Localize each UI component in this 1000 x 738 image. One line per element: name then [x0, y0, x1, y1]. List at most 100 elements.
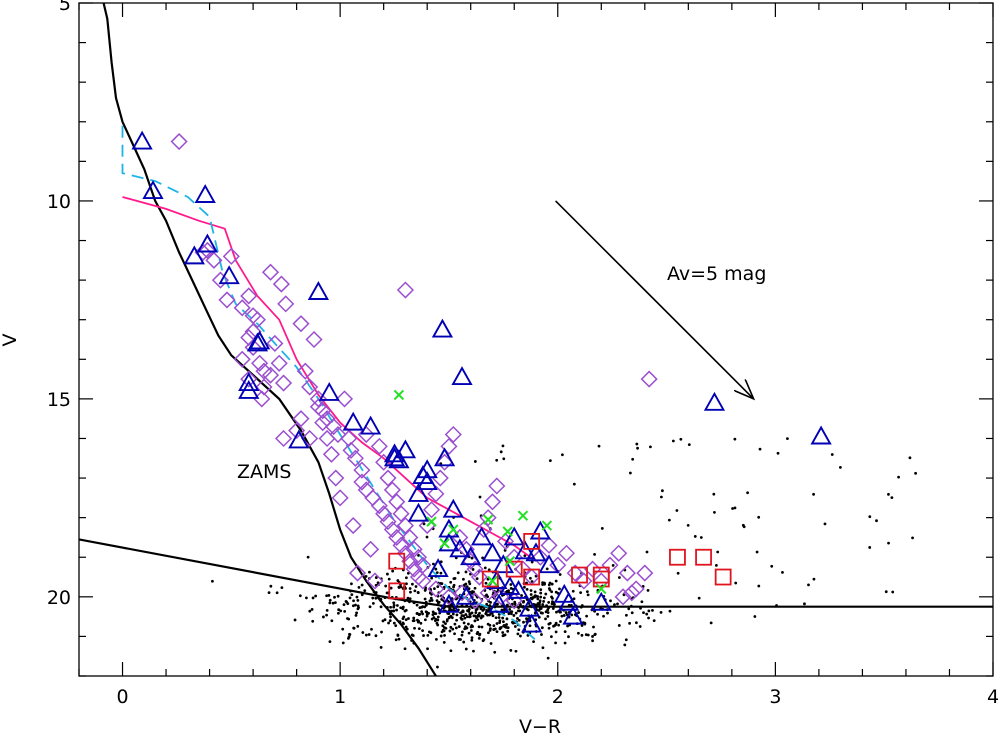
background-dot [465, 626, 469, 630]
axis-tick-labels: 0 1 2 3 4 5 10 15 20 [47, 0, 999, 708]
background-dot [454, 626, 458, 630]
diamond-marker [270, 354, 288, 372]
background-dot [529, 576, 532, 580]
diamond-marker [392, 505, 410, 523]
background-dot [407, 617, 410, 620]
background-dot [483, 566, 487, 570]
diamond-marker [483, 493, 502, 511]
triangle-marker [481, 542, 504, 562]
background-dot [383, 618, 387, 622]
background-dot [733, 437, 737, 441]
background-dot [651, 608, 654, 612]
triangle-marker [518, 597, 541, 617]
triangle-marker [194, 184, 216, 203]
background-dot [420, 610, 424, 614]
background-dot [439, 571, 443, 575]
background-dot [363, 589, 367, 593]
background-dot [697, 596, 701, 600]
background-dot [415, 603, 419, 607]
background-dot [547, 601, 551, 604]
background-dot [364, 575, 368, 578]
background-dot [328, 598, 332, 602]
background-dot [351, 604, 355, 608]
background-dot [427, 630, 431, 634]
background-dot [600, 526, 604, 530]
background-dot [613, 603, 616, 607]
triangle-marker [558, 591, 580, 611]
background-dot [420, 605, 424, 609]
background-dot [443, 633, 446, 637]
background-dot [549, 635, 553, 639]
background-dot [544, 617, 547, 621]
triangle-marker [525, 542, 547, 562]
background-dot [522, 620, 525, 624]
background-dot [649, 445, 652, 449]
background-dot [421, 629, 424, 633]
diamond-marker [346, 449, 364, 467]
square-marker [388, 552, 406, 570]
background-dot [355, 611, 358, 615]
diamond-marker [266, 334, 284, 353]
background-dot [536, 597, 540, 601]
background-dot [554, 641, 557, 645]
square-marker [523, 568, 541, 586]
background-dot [459, 616, 463, 620]
background-dot [659, 610, 663, 614]
background-dot [513, 602, 517, 606]
square-marker [388, 582, 406, 600]
diamond-marker [488, 477, 506, 495]
diamond-marker [601, 556, 619, 574]
background-dot [439, 634, 443, 638]
diamond-marker [383, 520, 401, 539]
background-dot [433, 619, 437, 622]
background-dot [430, 617, 434, 621]
background-dot [463, 616, 467, 620]
background-dot [387, 621, 390, 625]
background-dot [211, 579, 214, 583]
background-dot [402, 622, 405, 626]
background-dot [360, 593, 364, 597]
background-dot [341, 627, 345, 631]
background-dot [436, 665, 439, 669]
background-dot [733, 506, 737, 510]
background-dot [462, 621, 466, 625]
background-dot [451, 612, 455, 616]
triangle-marker [438, 593, 460, 613]
background-dot [624, 638, 628, 642]
diamond-marker [244, 338, 262, 356]
background-dot [401, 607, 405, 611]
triangle-marker [196, 233, 219, 253]
background-dot [441, 624, 445, 628]
x-tick-label: 3 [769, 686, 781, 708]
background-dot [409, 590, 412, 594]
background-dot [267, 591, 271, 595]
background-dot [580, 624, 584, 627]
diamond-marker [370, 437, 388, 455]
background-dot [404, 625, 408, 629]
square-marker [571, 566, 588, 584]
background-dot [776, 451, 780, 455]
background-dot [457, 625, 461, 628]
square-marker [714, 568, 732, 586]
background-dot [550, 582, 554, 586]
background-dot [389, 605, 393, 609]
background-dot [396, 579, 400, 582]
background-dot [447, 612, 451, 615]
background-dot [416, 591, 420, 594]
background-dot [347, 635, 351, 639]
background-dot [577, 631, 580, 635]
background-dot [699, 536, 703, 539]
background-dot [408, 597, 412, 601]
background-dot [488, 613, 491, 617]
background-dot [389, 586, 393, 590]
triangle-marker [499, 575, 521, 595]
background-dot [460, 614, 464, 617]
background-dot [551, 600, 554, 604]
background-dot [480, 625, 484, 629]
background-dot [476, 618, 480, 622]
background-dot [564, 611, 568, 614]
x-tick-label: 4 [987, 686, 999, 708]
background-dot [542, 596, 546, 600]
background-dot [408, 587, 412, 590]
background-dot [914, 471, 917, 475]
